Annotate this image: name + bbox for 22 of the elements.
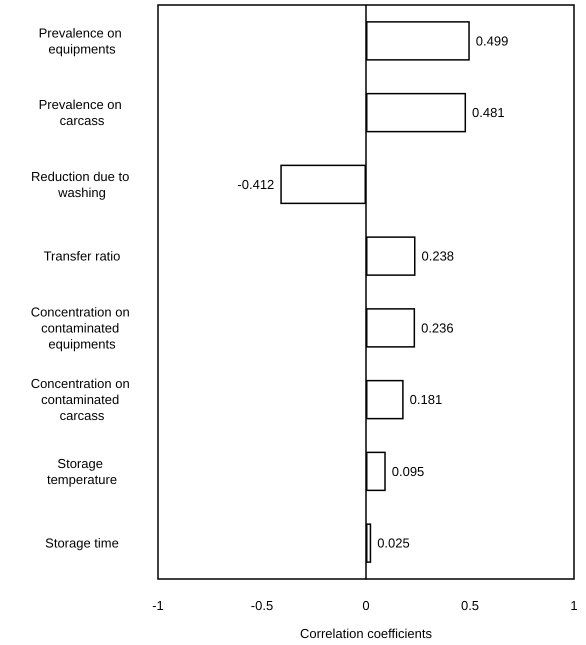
data-label: 0.025 [377,536,410,551]
x-tick-label: -1 [152,598,164,613]
y-tick-label: Concentration on contaminated carcass [30,376,134,424]
data-label: -0.412 [237,176,274,192]
x-tick-label: -0.5 [250,598,274,613]
y-tick-label: Transfer ratio [44,248,120,264]
data-label: 0.095 [392,464,424,479]
data-label: 0.499 [476,33,508,48]
x-tick-label: 0 [362,598,370,613]
x-axis-title: Correlation coefficients [300,626,432,641]
data-label: 0.181 [410,392,442,408]
y-tick-label: Prevalence on equipments [38,25,126,56]
y-tick-label: Concentration on contaminated equipments [30,304,134,352]
x-tick-label: 1 [570,598,578,613]
y-tick-label: Reduction due to washing [31,168,133,200]
x-tick-label: 0.5 [460,598,480,613]
data-label: 0.238 [422,248,454,264]
y-tick-label: Storage time [45,536,119,551]
data-label: 0.236 [421,320,454,336]
data-label: 0.481 [472,105,505,120]
y-tick-label: Prevalence on carcass [38,97,126,128]
y-tick-label: Storage temperature [46,456,118,487]
